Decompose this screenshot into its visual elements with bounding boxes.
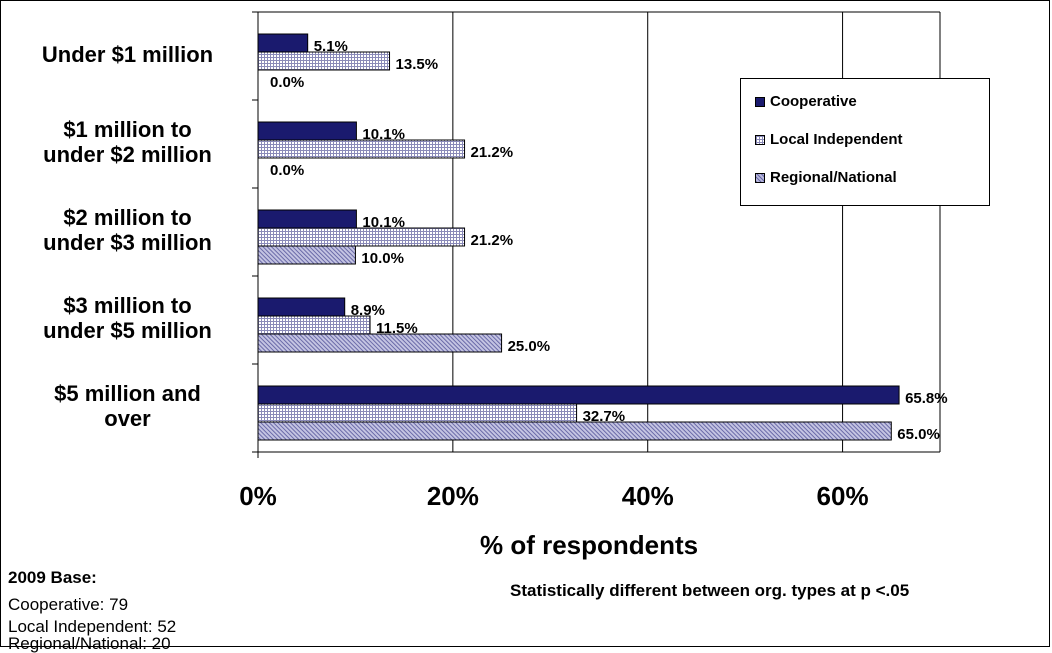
legend-item-local-independent: Local Independent <box>755 131 903 148</box>
data-label-regional-national: 25.0% <box>508 338 551 355</box>
y-category-label: $5 million and over <box>10 381 245 431</box>
x-tick-label: 60% <box>817 481 869 511</box>
bar-cooperative <box>257 297 346 317</box>
data-label-cooperative: 8.9% <box>351 302 385 319</box>
significance-note: Statistically different between org. typ… <box>510 581 910 600</box>
y-category-label-line: over <box>104 406 151 431</box>
legend-label: Regional/National <box>770 169 897 186</box>
data-label-local-independent: 11.5% <box>376 320 418 337</box>
data-label-cooperative: 10.1% <box>362 126 405 143</box>
bar-local-independent <box>257 227 466 247</box>
y-category-label: $2 million to under $3 million <box>10 205 245 255</box>
data-label-cooperative: 10.1% <box>362 214 405 231</box>
bar-cooperative <box>257 209 357 229</box>
legend-item-regional-national: Regional/National <box>755 169 897 186</box>
y-category-label-line: $2 million to <box>63 205 192 230</box>
y-category-label-line: Under $1 million <box>41 41 214 67</box>
bar-regional-national <box>257 245 356 265</box>
legend-item-cooperative: Cooperative <box>755 93 857 110</box>
bar-cooperative <box>257 121 357 141</box>
y-category-label: $1 million to under $2 million <box>10 117 245 167</box>
y-category-label-line: under $5 million <box>43 318 212 343</box>
legend: Cooperative Local Independent Regional/N… <box>740 78 990 206</box>
y-category-label-line: under $2 million <box>43 142 212 167</box>
data-label-regional-national: 0.0% <box>270 162 304 179</box>
y-category-label-line: $5 million and <box>54 381 201 406</box>
legend-swatch-regional-national <box>755 173 765 183</box>
data-label-cooperative: 5.1% <box>314 38 348 55</box>
y-category-label-line: under $3 million <box>43 230 212 255</box>
y-category-label-line: $3 million to <box>63 293 192 318</box>
bar-regional-national <box>257 421 892 441</box>
data-label-regional-national: 10.0% <box>361 250 404 267</box>
y-category-label: $3 million to under $5 million <box>10 293 245 343</box>
bar-local-independent <box>257 139 466 159</box>
x-tick-label: 40% <box>622 481 674 511</box>
y-category-label-line: $1 million to <box>63 117 192 142</box>
base-line-cooperative: Cooperative: 79 <box>8 595 129 614</box>
base-line-regional-national: Regional/National: 20 <box>8 634 171 653</box>
x-tick-label: 20% <box>427 481 479 511</box>
bar-cooperative <box>257 385 900 405</box>
legend-swatch-local-independent <box>755 135 765 145</box>
legend-label: Cooperative <box>770 93 857 110</box>
bar-cooperative <box>257 33 309 53</box>
bar-local-independent <box>257 403 578 423</box>
data-label-regional-national: 65.0% <box>897 426 940 443</box>
data-label-local-independent: 13.5% <box>396 56 439 73</box>
data-label-local-independent: 21.2% <box>471 144 514 161</box>
x-tick-label: 0% <box>239 481 277 511</box>
y-category-label: Under $1 million <box>10 42 245 67</box>
legend-label: Local Independent <box>770 131 903 148</box>
data-label-local-independent: 21.2% <box>471 232 514 249</box>
data-label-regional-national: 0.0% <box>270 74 304 91</box>
data-label-cooperative: 65.8% <box>905 390 948 407</box>
data-label-local-independent: 32.7% <box>583 408 626 425</box>
legend-swatch-cooperative <box>755 97 765 107</box>
base-title: 2009 Base: <box>8 568 97 587</box>
x-axis-label: % of respondents <box>480 530 699 560</box>
base-line-local-independent: Local Independent: 52 <box>8 617 177 636</box>
